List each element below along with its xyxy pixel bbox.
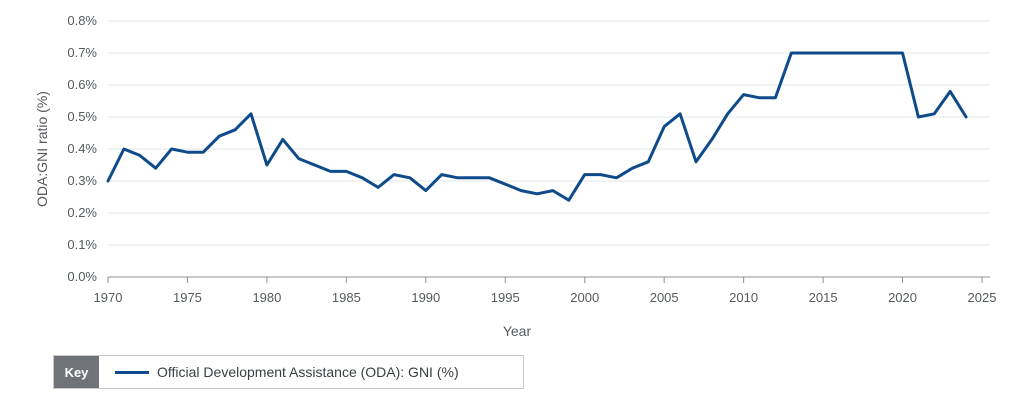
x-axis-ticks: 1970 1975 1980 1985 1990 1995 2000 2005 2010 2015…: [94, 277, 997, 305]
legend-line-swatch-icon: [115, 370, 149, 374]
x-tick-label: 1995: [491, 290, 520, 305]
legend-item: Official Development Assistance (ODA): G…: [99, 356, 459, 388]
y-tick-label: 0.0%: [67, 269, 97, 284]
y-tick-label: 0.7%: [67, 45, 97, 60]
y-tick-label: 0.8%: [67, 13, 97, 28]
y-tick-label: 0.3%: [67, 173, 97, 188]
x-tick-label: 2020: [888, 290, 917, 305]
y-tick-label: 0.6%: [67, 77, 97, 92]
x-tick-label: 1985: [332, 290, 361, 305]
y-tick-label: 0.5%: [67, 109, 97, 124]
x-tick-label: 2000: [570, 290, 599, 305]
y-axis-title: ODA:GNI ratio (%): [34, 91, 50, 207]
legend: Key Official Development Assistance (ODA…: [53, 355, 524, 389]
x-tick-label: 1970: [94, 290, 123, 305]
x-tick-label: 2015: [809, 290, 838, 305]
x-tick-label: 2005: [650, 290, 679, 305]
series-line: [106, 51, 968, 202]
y-tick-label: 0.1%: [67, 237, 97, 252]
y-tick-label: 0.2%: [67, 205, 97, 220]
x-tick-label: 1975: [173, 290, 202, 305]
x-tick-label: 2025: [968, 290, 997, 305]
x-tick-label: 1980: [252, 290, 281, 305]
x-tick-label: 2010: [729, 290, 758, 305]
legend-key-label: Key: [54, 356, 99, 388]
x-tick-label: 1990: [411, 290, 440, 305]
legend-item-label: Official Development Assistance (ODA): G…: [157, 364, 459, 380]
gridlines: [108, 20, 990, 246]
series-layer: [106, 51, 968, 202]
line-chart: 0.0% 0.1% 0.2% 0.3% 0.4% 0.5% 0.6% 0.7% 0.8% 197…: [34, 13, 997, 339]
y-axis-ticks: 0.0% 0.1% 0.2% 0.3% 0.4% 0.5% 0.6% 0.7% 0.8%: [67, 13, 97, 284]
y-tick-label: 0.4%: [67, 141, 97, 156]
x-axis-title: Year: [503, 323, 532, 339]
